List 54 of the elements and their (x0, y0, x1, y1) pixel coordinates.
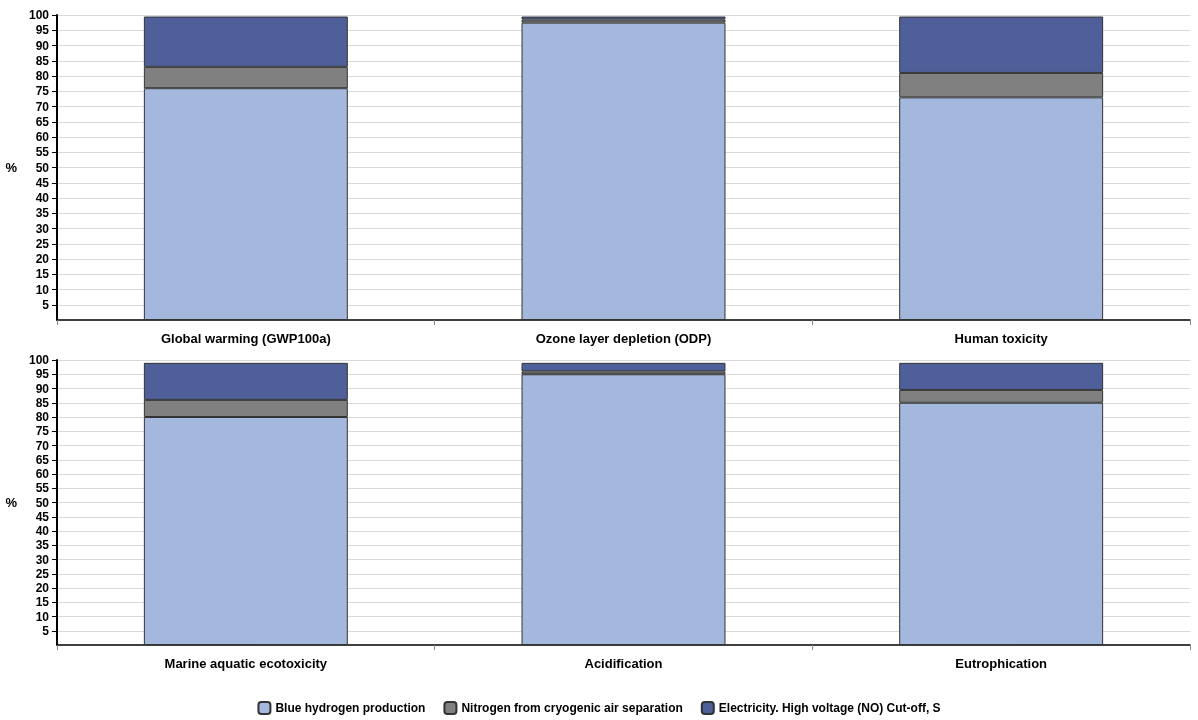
y-tick-label: 80 (35, 410, 50, 424)
y-tick-label: 90 (35, 38, 50, 53)
y-tick-label: 25 (35, 236, 50, 251)
bar (521, 22, 726, 320)
y-tick-label: 65 (35, 114, 50, 129)
y-tick-label: 35 (35, 538, 50, 553)
legend-label: Blue hydrogen production (275, 701, 426, 715)
y-tick-label: 20 (35, 252, 50, 266)
y-tick-label: 5 (42, 297, 50, 312)
y-tick-label: 20 (35, 581, 50, 595)
y-tick-label: 75 (35, 84, 50, 99)
x-tick-label: Marine aquatic ecotoxicity (164, 656, 328, 671)
y-tick-label: 85 (35, 53, 50, 68)
y-tick-label: 60 (35, 467, 50, 481)
y-tick-label: 85 (35, 395, 50, 410)
y-tick-label: 50 (35, 160, 50, 175)
y-tick-label: 15 (35, 595, 50, 610)
y-tick-label: 10 (35, 609, 50, 624)
y-tick-label: 55 (35, 145, 50, 160)
x-tick-label: Human toxicity (954, 331, 1049, 346)
y-tick-label: 60 (35, 130, 50, 144)
y-tick-label: 10 (35, 282, 50, 297)
y-tick-label: 40 (35, 191, 50, 205)
y-axis-title: % (5, 160, 18, 175)
x-tick-label: Acidification (584, 656, 663, 671)
y-tick-label: 95 (35, 23, 50, 38)
y-tick-label: 25 (35, 566, 50, 581)
bar (521, 362, 726, 372)
y-tick-label: 90 (35, 381, 50, 396)
y-tick-label: 30 (35, 221, 50, 236)
y-tick-label: 80 (35, 69, 50, 83)
y-tick-label: 15 (35, 267, 50, 282)
y-tick-label: 100 (28, 353, 50, 367)
y-tick-label: 55 (35, 481, 50, 496)
y-tick-label: 70 (35, 438, 50, 453)
bar (521, 374, 726, 645)
legend-label: Electricity. High voltage (NO) Cut-off, S (718, 701, 941, 715)
legend-label: Nitrogen from cryogenic air separation (461, 701, 683, 715)
y-tick-label: 100 (28, 8, 50, 22)
y-tick-label: 75 (35, 424, 50, 439)
y-tick-label: 45 (35, 175, 50, 190)
y-tick-label: 40 (35, 524, 50, 538)
y-tick-label: 65 (35, 452, 50, 467)
y-tick-label: 50 (35, 495, 50, 510)
x-tick-label: Ozone layer depletion (ODP) (535, 331, 712, 346)
y-tick-label: 30 (35, 552, 50, 567)
y-tick-label: 70 (35, 99, 50, 114)
x-tick-label: Global warming (GWP100a) (160, 331, 331, 346)
y-tick-label: 5 (42, 623, 50, 638)
y-tick-label: 45 (35, 509, 50, 524)
x-tick-label: Eutrophication (955, 656, 1048, 671)
y-axis-title: % (5, 495, 18, 510)
y-tick-label: 35 (35, 206, 50, 221)
y-tick-label: 95 (35, 367, 50, 382)
